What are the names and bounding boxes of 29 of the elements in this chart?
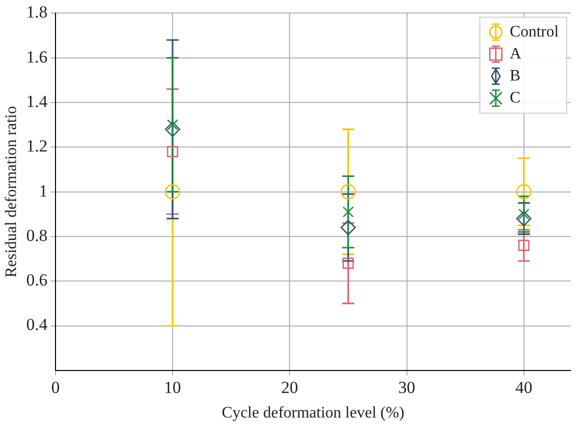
y-tick-label: 0.6 [26, 270, 48, 290]
y-tick-label: 1.6 [26, 47, 48, 66]
legend-label: B [510, 67, 520, 84]
point [164, 184, 180, 200]
point [340, 220, 356, 236]
point [166, 146, 178, 158]
point [342, 206, 354, 218]
x-tick-label: 30 [398, 378, 416, 398]
y-axis-title: Residual deformation ratio [2, 106, 20, 278]
y-tick-label: 1 [38, 181, 48, 200]
y-tick-label: 1.2 [26, 136, 48, 156]
y-tick-label: 0.4 [26, 315, 48, 334]
x-tick-label: 0 [51, 378, 60, 398]
y-tick-label: 0.8 [26, 226, 48, 245]
x-tick-label: 20 [281, 378, 298, 398]
x-axis-title: Cycle deformation level (%) [222, 404, 404, 422]
point [342, 258, 354, 269]
point [340, 184, 356, 200]
point [164, 122, 180, 137]
legend-label: Control [510, 23, 560, 40]
y-tick-label: 1.4 [26, 92, 48, 111]
x-tick-label: 10 [164, 378, 182, 398]
y-tick-label: 1.8 [26, 2, 48, 22]
legend-label: C [510, 89, 520, 106]
legend-label: A [510, 45, 522, 62]
point [516, 184, 532, 200]
x-tick-label: 40 [515, 378, 532, 398]
point [516, 210, 532, 226]
point [518, 240, 530, 251]
